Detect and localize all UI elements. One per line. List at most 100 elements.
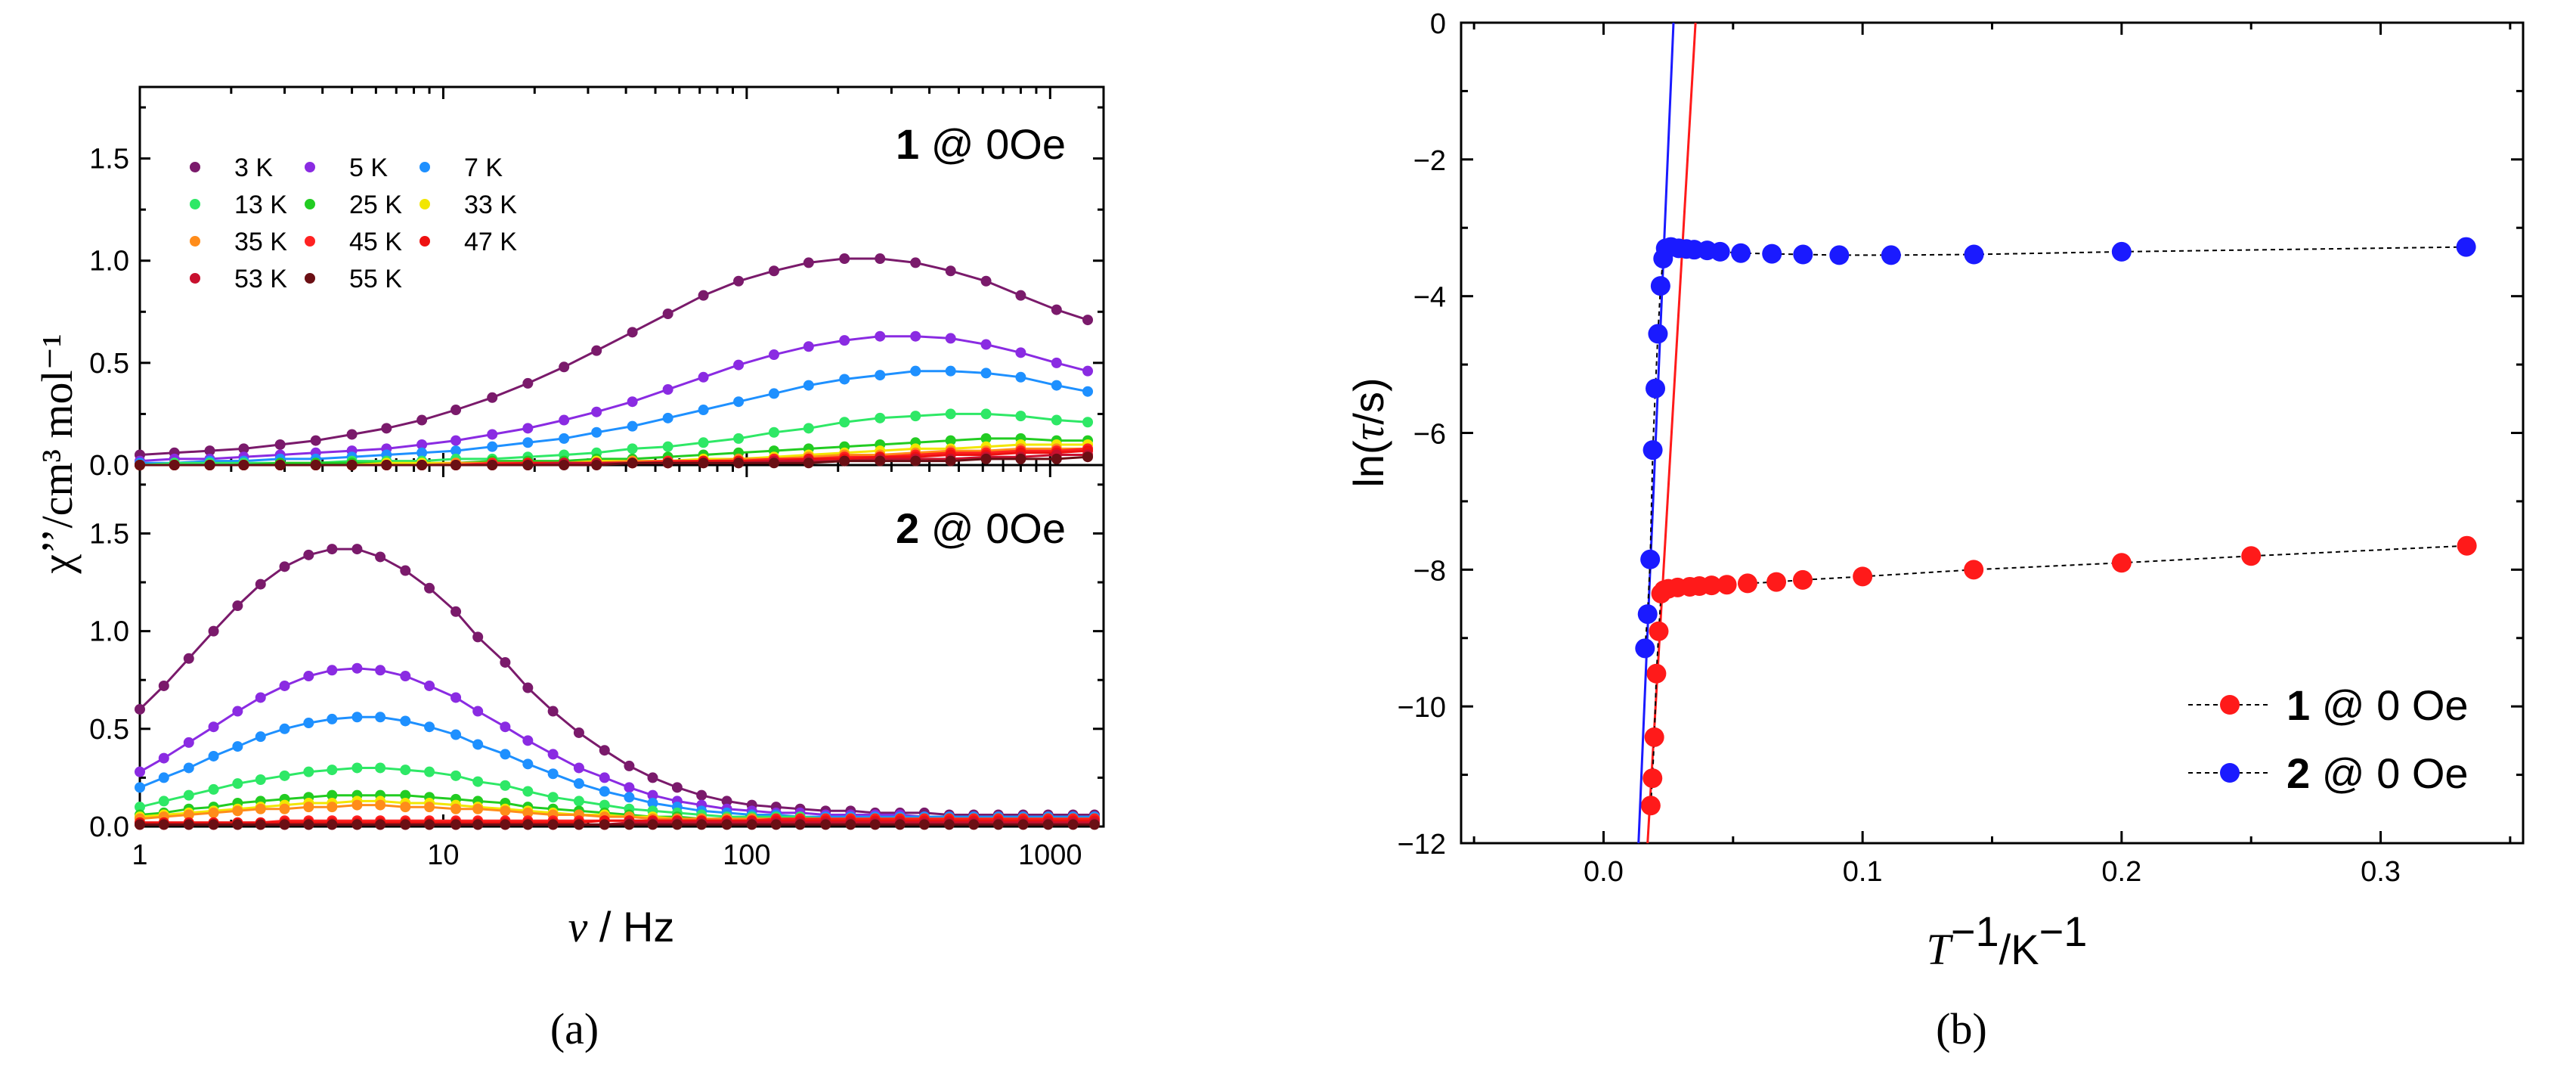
data-point-7K [135, 782, 145, 793]
data-point-35K [472, 803, 484, 814]
data-point-7K [1051, 380, 1062, 391]
data-point-13K [158, 796, 169, 807]
data-point-13K [662, 441, 673, 452]
y-tick-label: 1.0 [89, 616, 129, 648]
y-tick-label: 1.0 [89, 246, 129, 278]
panel-b-ylabel-post: /s) [1345, 377, 1392, 424]
data-point-7K [255, 731, 266, 743]
data-point-55K [416, 460, 428, 470]
data-point-13K [768, 426, 779, 438]
data-point-5K [1051, 357, 1062, 368]
data-point-3K [381, 423, 392, 434]
panel-b-xlabel-unit: /K [1999, 926, 2039, 973]
data-point-5K [839, 335, 850, 346]
legend-marker [305, 273, 315, 284]
data-point-3K [522, 377, 534, 389]
legend-label: 7 K [464, 154, 503, 182]
data-point-7K [500, 749, 511, 760]
data-point-5K [980, 339, 992, 350]
data-point-55K [559, 460, 570, 470]
data-point-55K [204, 460, 215, 470]
y-tick-label: −12 [1398, 829, 1446, 861]
data-point-1 [2241, 546, 2262, 566]
dashed-guide-2 [1644, 246, 2466, 649]
panel-b-xlabel: T−1/K−1 [1927, 907, 2088, 974]
data-point-55K [238, 460, 249, 470]
data-point-5K [627, 396, 638, 408]
legend-label: 33 K [464, 191, 517, 219]
legend-1-num: 1 [2287, 681, 2310, 729]
data-point-5K [573, 762, 584, 774]
panel-a-ylabel: χ’’/cm³ mol⁻¹ [33, 333, 82, 574]
data-point-3K [279, 561, 290, 572]
data-point-3K [158, 680, 169, 691]
data-point-13K [875, 412, 886, 423]
data-point-13K [450, 770, 462, 781]
data-point-55K [279, 819, 290, 830]
legend-label: 55 K [349, 265, 402, 293]
y-tick-label: 0.5 [89, 348, 129, 380]
data-point-1 [1964, 560, 1984, 580]
data-point-55K [500, 819, 511, 830]
data-point-7K [450, 445, 462, 457]
data-point-5K [158, 752, 169, 764]
data-point-7K [522, 437, 534, 448]
legend-marker [420, 236, 430, 247]
data-point-3K [208, 625, 219, 637]
fit-line-47K [140, 819, 1094, 824]
data-point-3K [1082, 315, 1094, 326]
data-point-13K [1051, 414, 1062, 426]
data-point-55K [945, 455, 956, 467]
legend-1-marker [2220, 695, 2240, 715]
data-point-5K [910, 330, 921, 342]
data-point-2 [1635, 638, 1655, 659]
data-point-7K [1082, 386, 1094, 397]
panel-a-bottom-axes: 0.0 0.5 1.0 1.5 [89, 483, 1104, 843]
data-point-13K [351, 762, 363, 774]
legend-1-label: 1 @ 0 Oe [2287, 681, 2469, 729]
data-point-13K [733, 433, 745, 444]
data-point-13K [424, 766, 435, 777]
data-point-5K [522, 735, 534, 746]
data-point-35K [327, 802, 338, 813]
data-point-3K [910, 257, 921, 268]
data-point-5K [547, 749, 559, 760]
panel-a: χ’’/cm³ mol⁻¹ ν / Hz 1 @ 0Oe 2 @ 0Oe 0.0… [33, 85, 1105, 1053]
data-point-7K [351, 712, 363, 723]
data-point-55K [450, 460, 462, 470]
data-point-7K [547, 768, 559, 780]
data-point-1 [1701, 575, 1722, 596]
data-point-5K [698, 371, 709, 383]
data-point-7K [627, 420, 638, 432]
data-point-2 [1650, 276, 1670, 296]
data-point-13K [135, 802, 145, 813]
data-point-1 [2111, 553, 2132, 573]
data-point-35K [279, 803, 290, 814]
data-point-13K [573, 796, 584, 807]
panel-a-top-axes: 0.0 0.5 1.0 1.5 [89, 106, 1104, 482]
data-point-13K [698, 437, 709, 448]
data-point-7K [591, 426, 602, 438]
data-point-35K [450, 803, 462, 814]
data-point-7K [599, 786, 610, 797]
data-point-55K [627, 458, 638, 469]
fit-line-7K [140, 370, 1088, 464]
data-point-3K [662, 309, 673, 319]
data-point-13K [183, 789, 194, 801]
x-tick-label: 0.2 [2101, 856, 2141, 888]
data-point-35K [255, 803, 266, 814]
data-point-55K [943, 819, 955, 830]
data-point-3K [547, 706, 559, 717]
data-point-55K [1051, 453, 1062, 464]
data-point-3K [255, 578, 266, 590]
data-point-55K [450, 819, 462, 830]
panel-a-tag: (a) [550, 1004, 599, 1053]
panel-a-top-title: 1 @ 0Oe [896, 120, 1066, 168]
y-tick-label: −8 [1413, 555, 1446, 587]
data-point-55K [1042, 819, 1054, 830]
legend-marker [420, 199, 430, 209]
data-point-35K [232, 805, 243, 817]
data-point-7K [424, 721, 435, 733]
panel-a-xlabel-unit: / Hz [587, 903, 674, 951]
data-point-55K [980, 453, 992, 464]
